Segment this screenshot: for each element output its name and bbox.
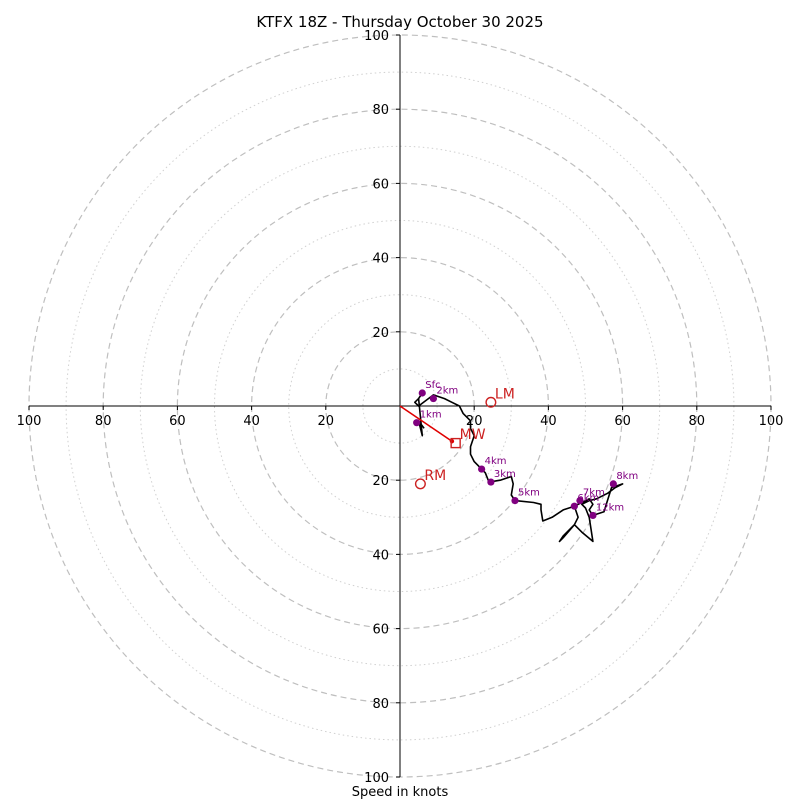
height-point-3km (487, 478, 495, 486)
height-point-6km (570, 502, 578, 510)
y-tick-label: 20 (372, 474, 389, 489)
mw-marker (450, 437, 461, 449)
y-tick-label: 60 (372, 623, 389, 638)
y-tick-label: 20 (372, 326, 389, 341)
x-tick-label: 80 (95, 414, 112, 429)
height-label-sfc: Sfc (425, 380, 440, 391)
height-point-7km (576, 497, 584, 505)
height-label-2km: 2km (436, 386, 458, 397)
height-point-12km (589, 511, 597, 520)
y-tick-label: 100 (364, 29, 389, 44)
hodograph-trace-line (413, 392, 624, 543)
storm-motion-markers: LM RM MW (414, 386, 515, 490)
mean-wind-vector-tip (449, 439, 455, 444)
x-tick-label: 60 (614, 414, 631, 429)
lm-marker (485, 396, 497, 408)
height-point-sfc (418, 389, 426, 397)
height-point-8km (609, 480, 617, 488)
tick-labels: 100 80 60 40 20 20 40 60 80 100100806040202040608… (17, 29, 784, 786)
x-axis-label: Speed in knots (352, 785, 449, 800)
y-tick-label: 40 (372, 252, 389, 267)
y-tick-label: 80 (372, 103, 389, 118)
height-point-4km (478, 465, 486, 473)
height-label-1km: 1km (420, 410, 442, 421)
height-label-6km: 6km (577, 493, 599, 504)
x-tick-label: 100 (17, 414, 42, 429)
x-tick-label: 80 (689, 414, 706, 429)
height-point-5km (511, 497, 519, 505)
y-tick-label: 80 (372, 697, 389, 712)
height-label-12km: 12km (596, 502, 624, 513)
mw-label: MW (460, 427, 486, 443)
x-tick-label: 60 (169, 414, 186, 429)
y-tick-label: 100 (364, 771, 389, 786)
y-tick-label: 60 (372, 177, 389, 192)
height-label-3km: 3km (494, 469, 516, 480)
height-label-8km: 8km (616, 471, 638, 482)
chart-title: KTFX 18Z - Thursday October 30 2025 (256, 13, 543, 31)
x-tick-label: 20 (318, 414, 335, 429)
wind-trace (399, 392, 624, 543)
x-tick-label: 40 (540, 414, 557, 429)
height-label-5km: 5km (518, 488, 540, 499)
height-label-7km: 7km (583, 488, 605, 499)
height-point-2km (429, 394, 437, 403)
x-tick-label: 100 (759, 414, 784, 429)
lm-label: LM (495, 386, 515, 402)
rm-marker (414, 478, 426, 490)
height-point-1km (413, 419, 421, 427)
y-tick-label: 40 (372, 548, 389, 563)
rm-label: RM (424, 468, 446, 484)
mean-wind-vector (399, 405, 453, 442)
height-label-4km: 4km (485, 456, 507, 467)
x-tick-label: 40 (243, 414, 260, 429)
hodograph-trace-segment (417, 398, 425, 437)
